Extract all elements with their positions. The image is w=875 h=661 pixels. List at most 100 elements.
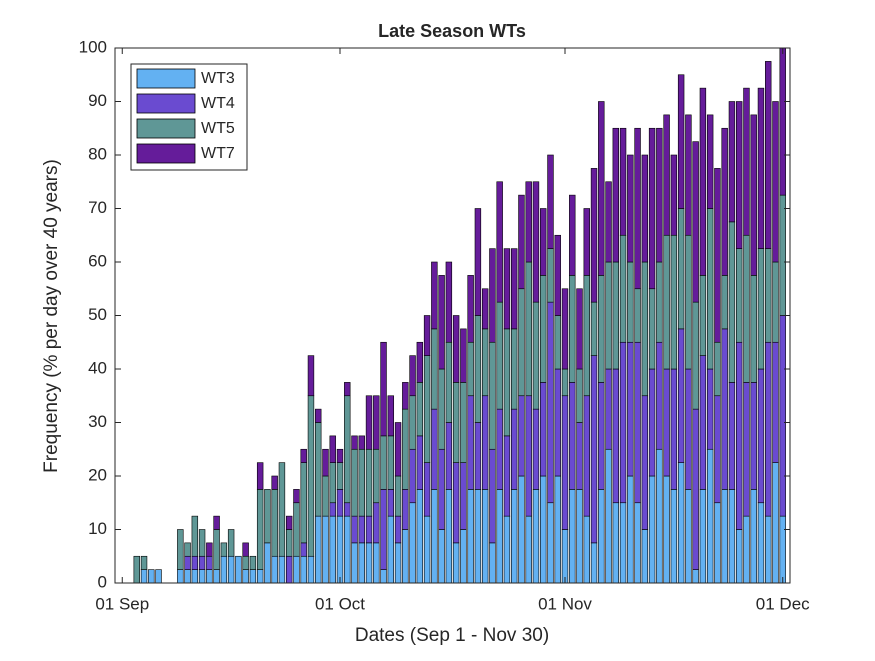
bar-segment [315,422,322,517]
bar-segment [619,502,627,584]
bar-segment [677,328,685,463]
bar-segment [445,422,453,490]
bar-segment [765,248,772,343]
bar-segment [184,569,191,584]
bar-segment [757,248,765,370]
bar-segment [467,395,474,490]
bar-segment [148,569,155,584]
bar-segment [394,515,402,544]
bar-segment [140,555,148,570]
bar-segment [489,542,496,584]
bar-segment [467,275,474,343]
bar-segment [213,529,220,570]
bar-segment [402,529,409,584]
bar-segment [619,341,627,504]
bar-segment [576,288,583,370]
bar-segment [540,382,547,477]
bar-segment [365,395,373,450]
bar-segment [612,502,620,584]
bar-segment [431,261,438,330]
bar-segment [641,529,649,584]
bar-segment [561,288,569,370]
bar-segment [220,555,228,584]
bar-segment [329,515,336,584]
y-tick-label: 60 [88,251,107,270]
bar-segment [416,435,424,490]
bar-segment [423,355,431,463]
bar-segment [605,368,612,450]
bar-segment [445,341,453,423]
bar-segment [322,448,329,477]
y-tick-label: 20 [88,465,107,484]
bar-segment [467,341,474,397]
bar-segment [285,555,293,584]
bar-segment [750,114,757,276]
bar-segment [460,462,467,530]
bar-segment [634,127,641,290]
bar-segment [213,515,220,530]
bar-segment [561,395,569,530]
bar-segment [380,341,387,437]
bar-segment [474,208,482,316]
bar-segment [452,462,460,544]
bar-segment [503,515,511,584]
bar-segment [743,382,750,517]
bar-segment [634,502,641,584]
bar-segment [656,127,663,263]
bar-segment [278,462,286,557]
bar-segment [300,542,307,557]
bar-segment [409,355,416,397]
bar-segment [656,261,663,343]
legend-swatch [136,68,196,89]
x-tick-label: 01 Nov [538,594,592,613]
bar-segment [598,101,605,276]
bar-segment [627,341,634,477]
bar-segment [772,261,779,343]
bar-segment [227,529,235,557]
bar-segment [133,555,140,584]
y-tick-label: 80 [88,144,107,163]
bar-segment [532,408,540,490]
bar-segment [336,515,344,584]
bar-segment [627,154,634,263]
bar-segment [249,569,257,584]
bar-segment [489,448,496,544]
bar-segment [227,555,235,584]
bar-segment [656,448,663,584]
bar-segment [685,489,692,584]
bar-segment [648,288,656,370]
bar-segment [569,489,576,584]
bar-segment [293,555,300,584]
bar-segment [670,489,678,584]
bar-segment [249,555,257,570]
bar-segment [322,475,329,517]
bar-segment [547,502,554,584]
bar-segment [329,435,336,463]
bar-segment [380,435,387,490]
bar-segment [721,127,728,276]
bar-segment [532,489,540,584]
bar-segment [344,395,351,504]
bar-segment [779,515,786,584]
bar-segment [264,542,271,584]
bar-segment [206,569,213,584]
bar-segment [685,114,692,236]
bar-segment [206,555,213,570]
bar-segment [380,569,387,584]
bar-segment [481,288,489,330]
bar-segment [198,529,206,557]
bar-segment [503,248,511,330]
bar-segment [699,489,707,584]
bar-segment [358,448,365,517]
bar-segment [460,328,467,383]
bar-segment [271,489,278,557]
bar-segment [598,489,605,584]
bar-segment [365,515,373,544]
bar-segment [554,475,561,584]
bar-segment [706,208,714,370]
bar-segment [627,261,634,343]
bar-segment [510,489,518,584]
bar-segment [394,542,402,584]
bar-segment [743,515,750,584]
bar-segment [460,382,467,463]
